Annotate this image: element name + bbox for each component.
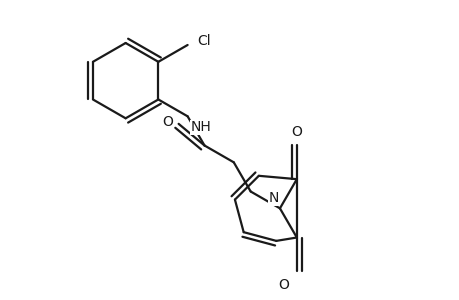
Text: Cl: Cl: [197, 34, 211, 48]
Text: O: O: [162, 115, 172, 129]
Text: N: N: [268, 191, 278, 206]
Text: O: O: [291, 124, 302, 139]
Text: NH: NH: [190, 120, 211, 134]
Text: O: O: [277, 278, 288, 292]
